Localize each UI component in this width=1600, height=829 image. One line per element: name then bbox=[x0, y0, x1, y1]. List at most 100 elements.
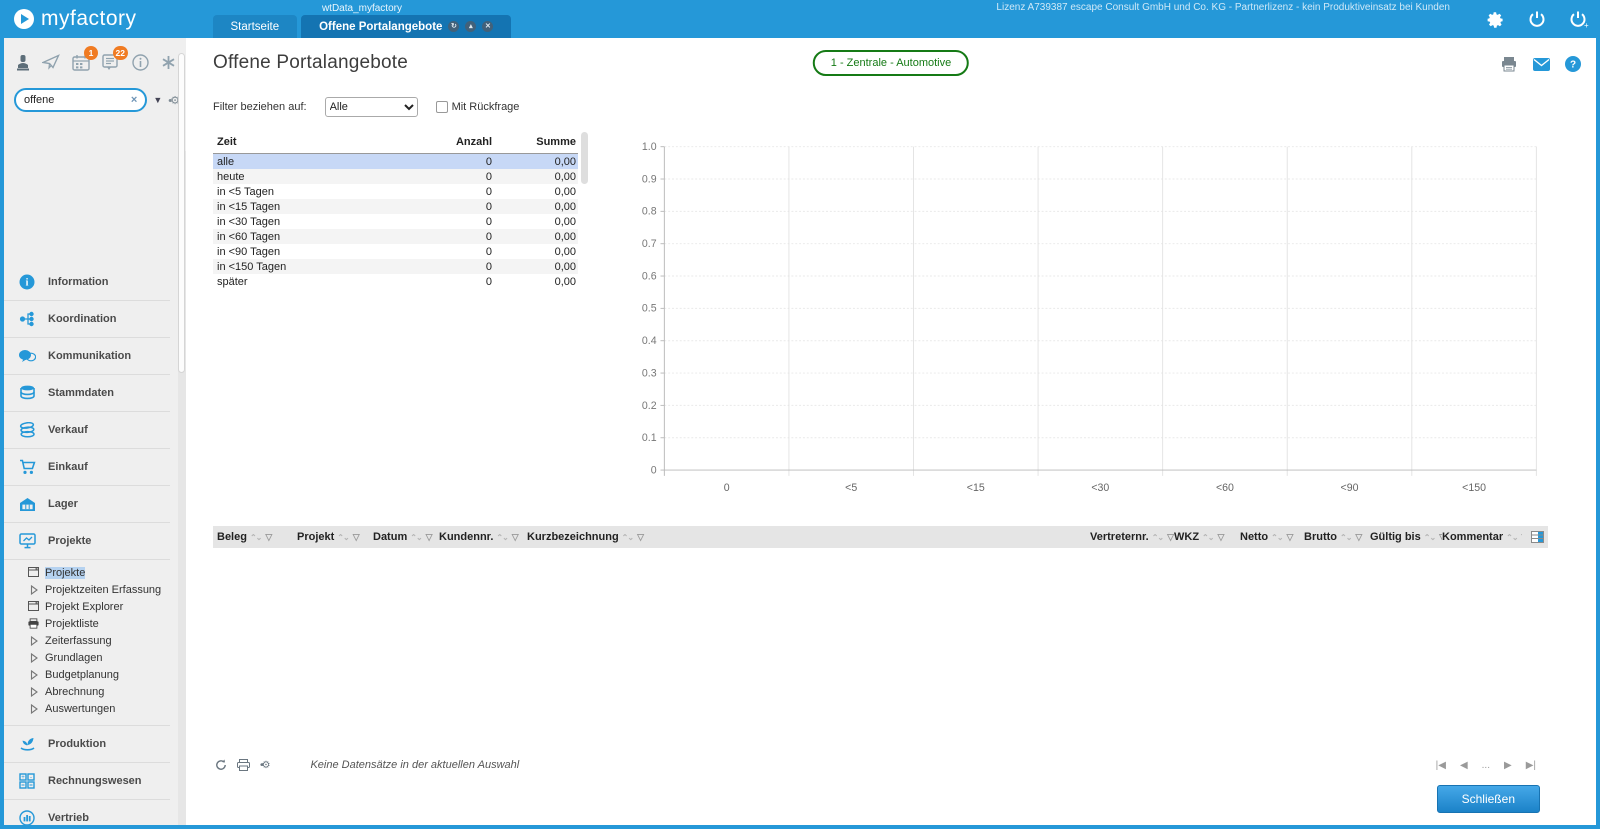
sort-icon[interactable]: ⌃⌄ bbox=[496, 532, 508, 542]
close-button[interactable]: Schließen bbox=[1436, 785, 1540, 813]
settings-gear-icon[interactable] bbox=[1484, 8, 1506, 30]
summary-row-in-5-Tagen[interactable]: in <5 Tagen 0 0,00 bbox=[213, 184, 578, 199]
tab-refresh-icon[interactable]: ↻ bbox=[448, 21, 460, 32]
sidebar-scrollbar-track[interactable] bbox=[178, 151, 186, 825]
bt-col-projekt[interactable]: Projekt ⌃⌄ ▽ bbox=[297, 531, 373, 543]
sort-icon[interactable]: ⌃⌄ bbox=[1506, 532, 1518, 542]
logout-all-power-plus-icon[interactable]: + bbox=[1568, 8, 1590, 30]
submenu-item-projektzeiten-erfassung[interactable]: Projektzeiten Erfassung bbox=[28, 581, 170, 598]
sort-icon[interactable]: ⌃⌄ bbox=[621, 532, 634, 542]
bt-col-netto[interactable]: Netto ⌃⌄ ▽ bbox=[1240, 531, 1304, 543]
summary-row-sp-ter[interactable]: später 0 0,00 bbox=[213, 274, 578, 289]
submenu-item-grundlagen[interactable]: Grundlagen bbox=[28, 649, 170, 666]
search-input[interactable] bbox=[24, 94, 131, 106]
print-list-icon[interactable] bbox=[237, 759, 250, 771]
filter-funnel-icon[interactable]: ▽ bbox=[511, 531, 519, 542]
submenu-item-projektliste[interactable]: Projektliste bbox=[28, 615, 170, 632]
asterisk-icon[interactable] bbox=[161, 52, 176, 72]
sidebar-item-lager[interactable]: Lager bbox=[4, 485, 170, 522]
sort-icon[interactable]: ⌃⌄ bbox=[1271, 532, 1283, 542]
submenu-item-projekt-explorer[interactable]: Projekt Explorer bbox=[28, 598, 170, 615]
search-clear-icon[interactable]: × bbox=[130, 94, 138, 106]
bt-col-beleg[interactable]: Beleg ⌃⌄ ▽ bbox=[217, 531, 297, 543]
refresh-icon[interactable] bbox=[215, 759, 227, 771]
table-settings-icon[interactable]: •⚙ bbox=[260, 759, 271, 771]
filter-funnel-icon[interactable]: ▽ bbox=[1217, 531, 1225, 542]
mit-rueckfrage-checkbox[interactable] bbox=[435, 101, 448, 113]
bt-col-g-ltig-bis[interactable]: Gültig bis⌃⌄▽ bbox=[1370, 531, 1442, 543]
tab-offene-portalangebote[interactable]: Offene Portalangebote ↻ ▴ ✕ bbox=[301, 15, 512, 38]
tab-close-icon[interactable]: ✕ bbox=[482, 21, 494, 32]
sort-icon[interactable]: ⌃⌄ bbox=[337, 532, 349, 542]
logout-power-icon[interactable] bbox=[1526, 8, 1548, 30]
calendar-icon[interactable]: 1 bbox=[72, 46, 98, 72]
sidebar-item-produktion[interactable]: Produktion bbox=[4, 725, 170, 762]
bt-col-kundennr-[interactable]: Kundennr. ⌃⌄ ▽ bbox=[439, 531, 527, 543]
filter-funnel-icon[interactable]: ▽ bbox=[1439, 532, 1442, 543]
sidebar-item-vertrieb[interactable]: Vertrieb bbox=[4, 799, 170, 825]
sidebar-item-kommunikation[interactable]: Kommunikation bbox=[4, 337, 170, 374]
sidebar-item-information[interactable]: i Information bbox=[4, 264, 170, 300]
sidebar-item-stammdaten[interactable]: Stammdaten bbox=[4, 374, 170, 411]
bt-col-datum[interactable]: Datum ⌃⌄ ▽ bbox=[373, 531, 439, 543]
submenu-item-auswertungen[interactable]: Auswertungen bbox=[28, 700, 170, 717]
sidebar-item-einkauf[interactable]: Einkauf bbox=[4, 448, 170, 485]
company-selector[interactable]: 1 - Zentrale - Automotive bbox=[812, 50, 970, 76]
summary-scrollbar-thumb[interactable] bbox=[581, 132, 588, 184]
column-chooser-icon[interactable] bbox=[1522, 531, 1544, 543]
filter-funnel-icon[interactable]: ▽ bbox=[637, 531, 644, 542]
filter-funnel-icon[interactable]: ▽ bbox=[1286, 531, 1294, 542]
sidebar-item-projekte[interactable]: Projekte bbox=[4, 522, 170, 559]
print-icon[interactable] bbox=[1500, 56, 1518, 72]
summary-row-in-30-Tagen[interactable]: in <30 Tagen 0 0,00 bbox=[213, 214, 578, 229]
summary-row-in-150-Tagen[interactable]: in <150 Tagen 0 0,00 bbox=[213, 259, 578, 274]
search-dropdown-icon[interactable]: ▼ bbox=[153, 95, 163, 105]
search-settings-icon[interactable]: •⚙ bbox=[168, 94, 180, 107]
summary-row-in-60-Tagen[interactable]: in <60 Tagen 0 0,00 bbox=[213, 229, 578, 244]
sort-icon[interactable]: ⌃⌄ bbox=[410, 532, 422, 542]
sort-icon[interactable]: ⌃⌄ bbox=[1423, 532, 1436, 542]
summary-row-in-90-Tagen[interactable]: in <90 Tagen 0 0,00 bbox=[213, 244, 578, 259]
submenu-item-abrechnung[interactable]: Abrechnung bbox=[28, 683, 170, 700]
filter-funnel-icon[interactable]: ▽ bbox=[425, 531, 433, 542]
filter-funnel-icon[interactable]: ▽ bbox=[1167, 531, 1174, 542]
sidebar-item-verkauf[interactable]: Verkauf bbox=[4, 411, 170, 448]
tab-startseite[interactable]: Startseite bbox=[212, 15, 298, 38]
filter-funnel-icon[interactable]: ▽ bbox=[265, 531, 273, 542]
sort-icon[interactable]: ⌃⌄ bbox=[1340, 532, 1352, 542]
help-icon[interactable]: ? bbox=[1564, 56, 1582, 72]
filter-select[interactable]: Alle bbox=[324, 97, 418, 117]
summary-row-alle[interactable]: alle 0 0,00 bbox=[213, 154, 578, 169]
stamp-icon[interactable] bbox=[16, 52, 30, 72]
summary-col-anzahl[interactable]: Anzahl bbox=[455, 136, 492, 148]
sort-icon[interactable]: ⌃⌄ bbox=[1151, 532, 1164, 542]
bt-col-brutto[interactable]: Brutto ⌃⌄ ▽ bbox=[1304, 531, 1370, 543]
summary-col-zeit[interactable]: Zeit bbox=[217, 136, 237, 148]
submenu-item-budgetplanung[interactable]: Budgetplanung bbox=[28, 666, 170, 683]
sort-icon[interactable]: ⌃⌄ bbox=[1202, 532, 1214, 542]
notes-icon[interactable]: 22 bbox=[102, 46, 128, 72]
summary-col-summe[interactable]: Summe bbox=[536, 136, 576, 148]
email-icon[interactable] bbox=[1532, 56, 1550, 72]
page-first-button[interactable]: |◀ bbox=[1435, 759, 1446, 771]
page-last-button[interactable]: ▶| bbox=[1525, 759, 1536, 771]
filter-funnel-icon[interactable]: ▽ bbox=[352, 531, 360, 542]
info-circle-icon[interactable] bbox=[132, 52, 149, 72]
sort-icon[interactable]: ⌃⌄ bbox=[249, 532, 262, 542]
summary-table-header[interactable]: Zeit Anzahl Summe bbox=[213, 132, 578, 154]
summary-row-heute[interactable]: heute 0 0,00 bbox=[213, 169, 578, 184]
sidebar-item-koordination[interactable]: Koordination bbox=[4, 300, 170, 337]
bt-col-wkz[interactable]: WKZ ⌃⌄ ▽ bbox=[1174, 531, 1240, 543]
filter-funnel-icon[interactable]: ▽ bbox=[1355, 531, 1363, 542]
bt-col-kurzbezeichnung[interactable]: Kurzbezeichnung ⌃⌄ ▽ bbox=[527, 531, 1090, 543]
page-prev-button[interactable]: ◀ bbox=[1459, 759, 1468, 771]
tab-collapse-icon[interactable]: ▴ bbox=[465, 21, 477, 32]
myfactory-logo[interactable]: myfactory bbox=[0, 0, 153, 38]
bt-col-vertreternr-[interactable]: Vertreternr. ⌃⌄ ▽ bbox=[1090, 531, 1174, 543]
submenu-item-zeiterfassung[interactable]: Zeiterfassung bbox=[28, 632, 170, 649]
send-icon[interactable] bbox=[42, 52, 60, 72]
bt-col-kommentar[interactable]: Kommentar⌃⌄ ▽ bbox=[1442, 531, 1522, 543]
page-next-button[interactable]: ▶ bbox=[1504, 759, 1512, 771]
sidebar-item-rechnungswesen[interactable]: + - Rechnungswesen bbox=[4, 762, 170, 799]
sidebar-scrollbar-thumb[interactable] bbox=[178, 53, 185, 373]
